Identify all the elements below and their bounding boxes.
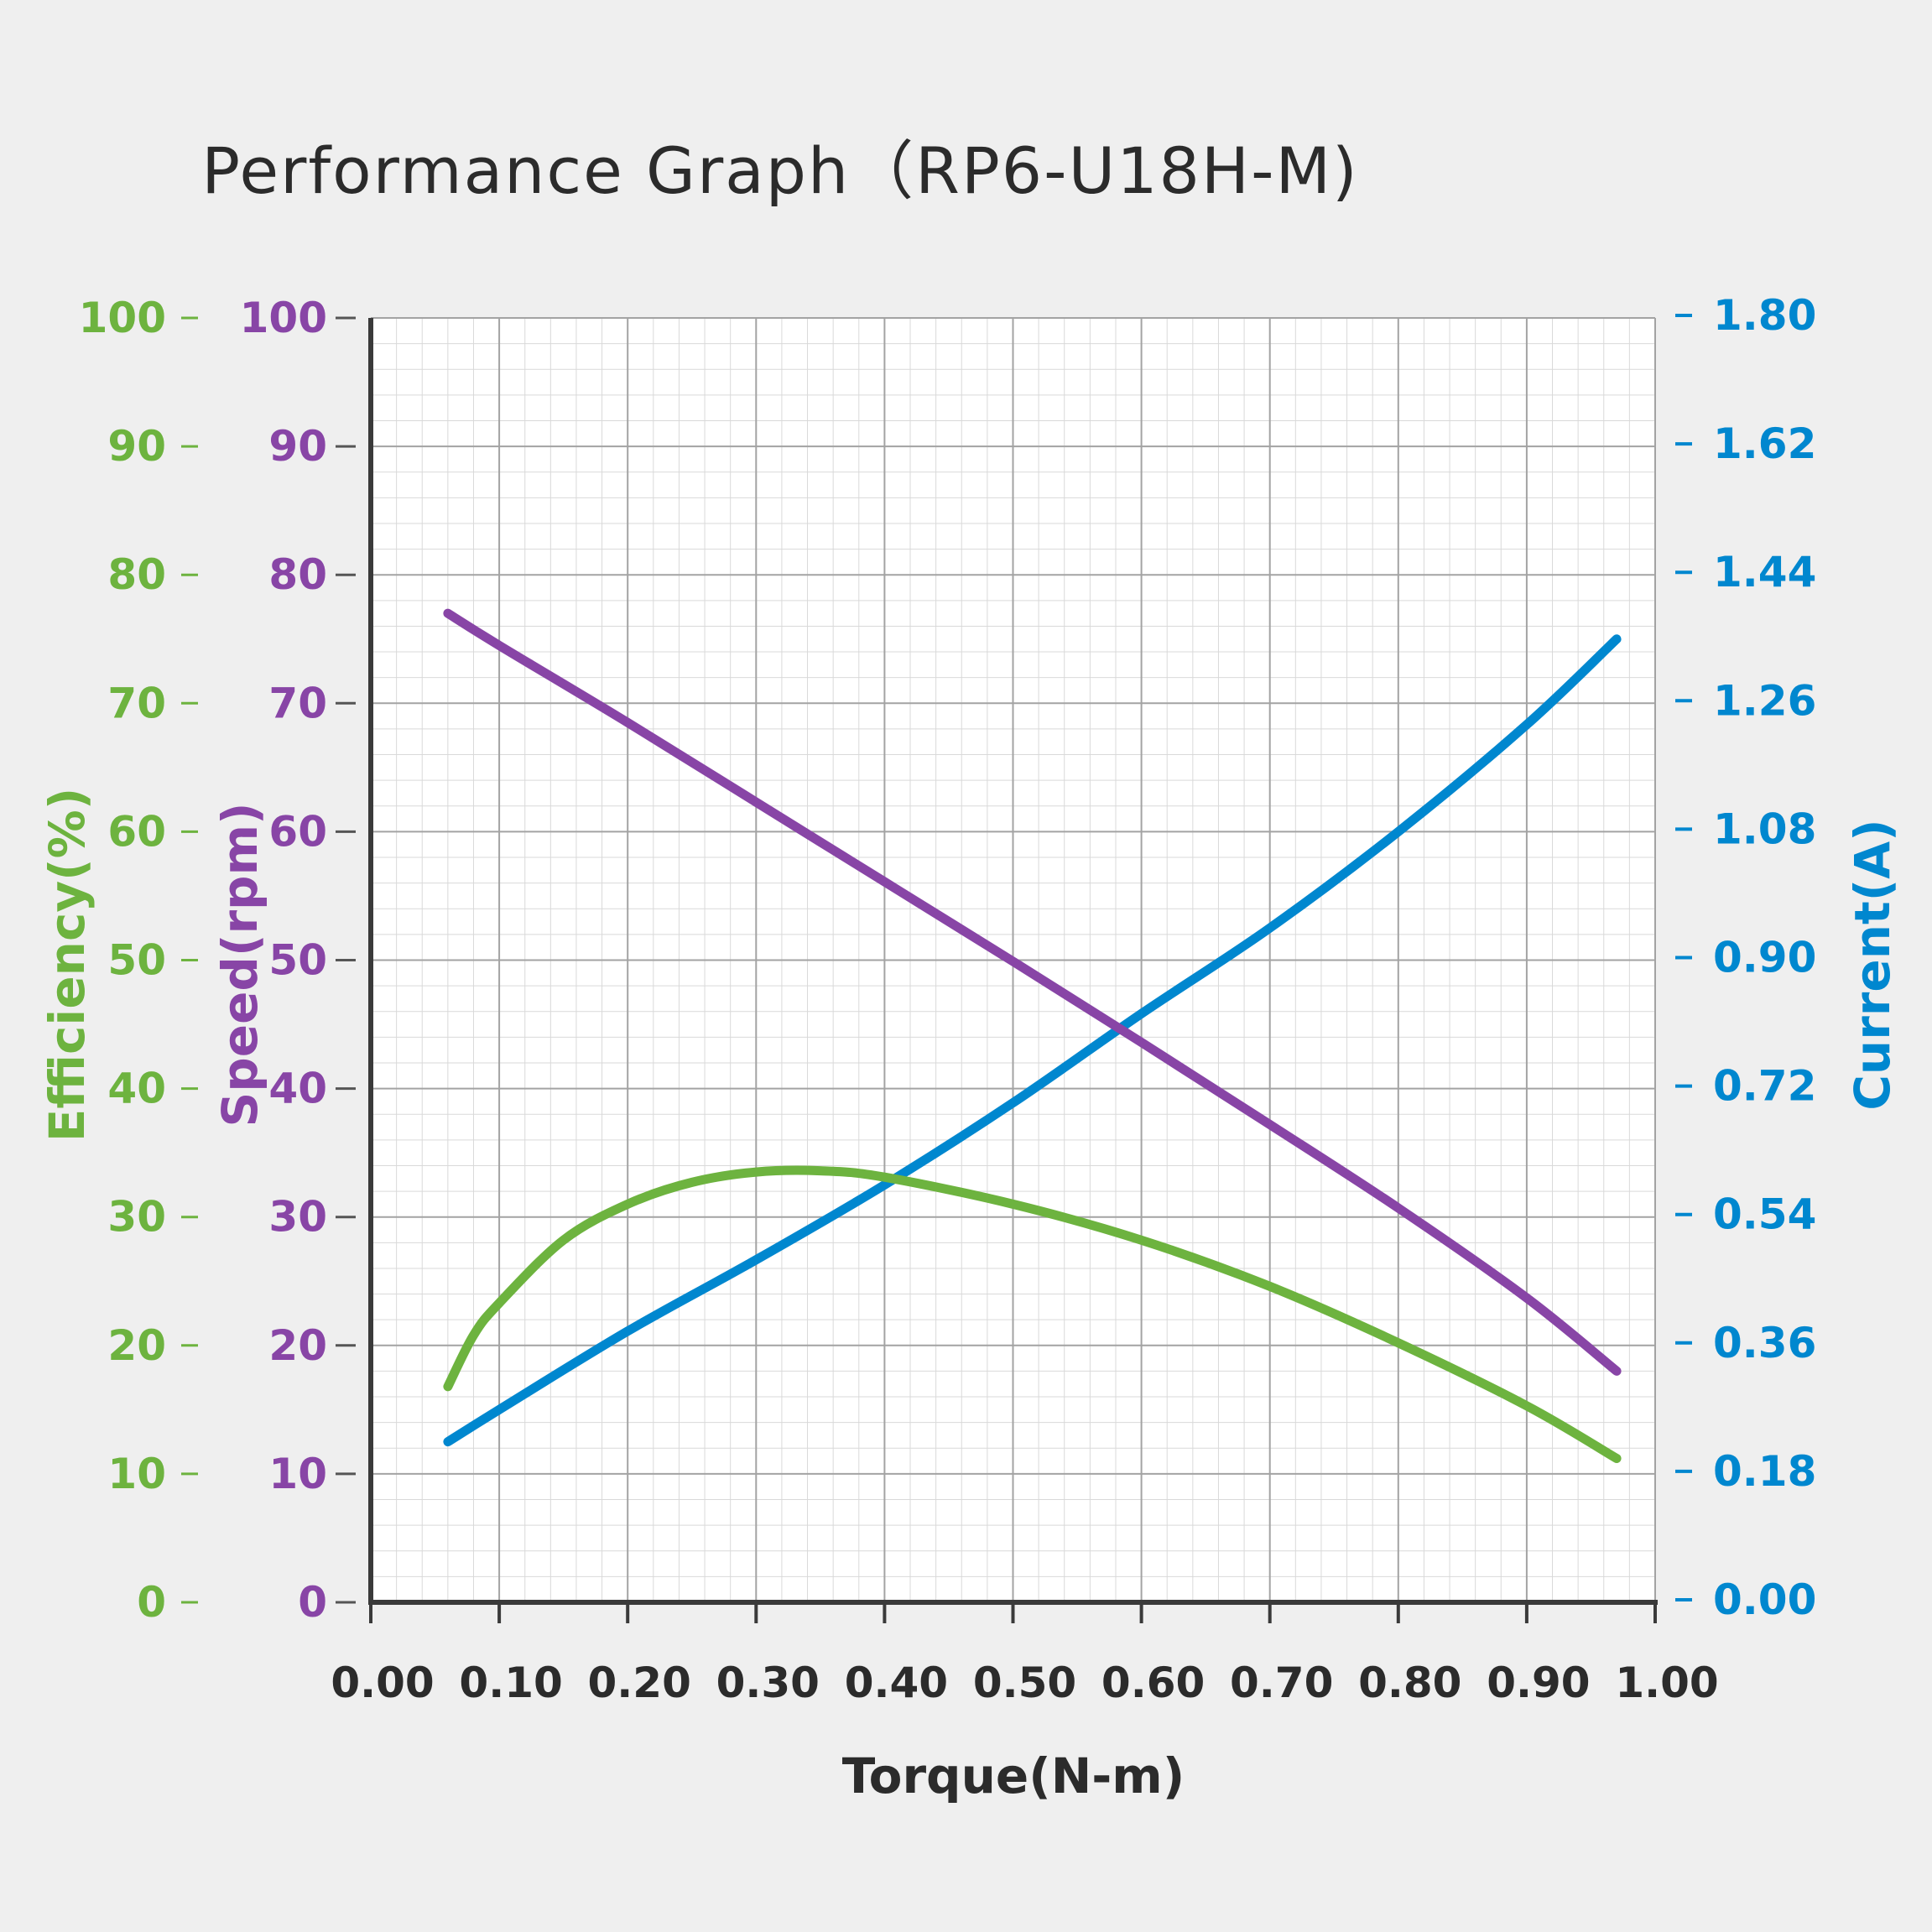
- x-tick-label: 0.30: [716, 1659, 820, 1707]
- current-tick-label: 0.72: [1713, 1062, 1816, 1111]
- current-tick-label: 1.44: [1713, 548, 1816, 596]
- chart-title: Performance Graph（RP6-U18H-M): [201, 133, 1358, 208]
- speed-tick-label: 0: [298, 1578, 327, 1627]
- speed-series-line: [443, 608, 1622, 1376]
- current-series-line: [443, 634, 1622, 1447]
- x-tick-label: 0.80: [1358, 1659, 1461, 1707]
- efficiency-axis-label: Efficiency(%): [39, 788, 96, 1143]
- current-tick-label: 0.90: [1713, 934, 1816, 982]
- efficiency-tick-label: 70: [107, 679, 166, 727]
- x-tick-label: 0.20: [588, 1659, 691, 1707]
- current-tick-label: 0.18: [1713, 1447, 1816, 1496]
- speed-tick-label: 100: [240, 294, 327, 342]
- efficiency-tick-label: 50: [107, 936, 166, 985]
- current-tick-label: 1.08: [1713, 805, 1816, 853]
- efficiency-tick-label: 10: [107, 1450, 166, 1498]
- axes: [181, 314, 1692, 1623]
- x-tick-label: 0.60: [1101, 1659, 1205, 1707]
- efficiency-tick-label: 40: [107, 1065, 166, 1113]
- speed-tick-label: 20: [268, 1321, 327, 1370]
- speed-tick-label: 70: [268, 679, 327, 727]
- speed-tick-label: 30: [268, 1193, 327, 1242]
- series: [443, 608, 1622, 1463]
- speed-tick-label: 60: [268, 807, 327, 856]
- speed-tick-label: 80: [268, 550, 327, 599]
- x-tick-label: 1.00: [1615, 1659, 1718, 1707]
- x-tick-label: 0.90: [1487, 1659, 1590, 1707]
- efficiency-tick-label: 30: [107, 1193, 166, 1242]
- x-tick-label: 0.00: [331, 1659, 434, 1707]
- current-tick-label: 0.36: [1713, 1319, 1816, 1367]
- speed-axis-label: Speed(rpm): [211, 802, 268, 1127]
- efficiency-tick-label: 100: [79, 294, 166, 342]
- tick-labels: 0.00 0.10 0.20 0.30 0.40 0.50 0.60 0.70 0.80 0.90…: [79, 291, 1817, 1707]
- speed-tick-label: 90: [268, 422, 327, 471]
- efficiency-tick-label: 20: [107, 1321, 166, 1370]
- x-axis-label: Torque(N-m): [842, 1747, 1185, 1804]
- current-axis-label: Current(A): [1844, 819, 1901, 1110]
- efficiency-tick-label: 80: [107, 550, 166, 599]
- efficiency-series-line: [443, 1165, 1622, 1463]
- x-tick-label: 0.40: [845, 1659, 948, 1707]
- speed-tick-label: 50: [268, 936, 327, 985]
- efficiency-tick-label: 0: [137, 1578, 166, 1627]
- current-tick-label: 1.26: [1713, 676, 1816, 725]
- efficiency-tick-label: 60: [107, 807, 166, 856]
- current-tick-label: 1.62: [1713, 419, 1816, 468]
- efficiency-tick-label: 90: [107, 422, 166, 471]
- x-tick-label: 0.10: [459, 1659, 562, 1707]
- current-tick-label: 0.00: [1713, 1575, 1816, 1624]
- current-tick-label: 0.54: [1713, 1190, 1816, 1239]
- x-tick-label: 0.50: [973, 1659, 1076, 1707]
- speed-tick-label: 40: [268, 1065, 327, 1113]
- grid: [371, 317, 1656, 1602]
- current-tick-label: 1.80: [1713, 291, 1816, 340]
- x-tick-label: 0.70: [1230, 1659, 1333, 1707]
- speed-tick-label: 10: [268, 1450, 327, 1498]
